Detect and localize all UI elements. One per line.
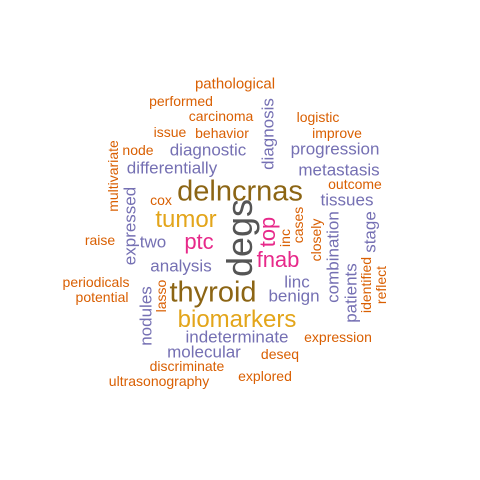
word-multivariate: multivariate (105, 140, 121, 212)
word-top: top (255, 216, 280, 248)
word-issue: issue (153, 124, 187, 140)
word-outcome: outcome (328, 176, 382, 192)
word-nodules: nodules (136, 286, 156, 346)
word-analysis: analysis (150, 256, 212, 276)
word-node: node (122, 142, 154, 158)
word-two: two (139, 232, 167, 252)
word-identified: identified (358, 256, 374, 314)
word-ptc: ptc (184, 229, 214, 254)
word-behavior: behavior (195, 125, 249, 141)
word-biomarkers: biomarkers (177, 306, 297, 333)
word-logistic: logistic (296, 109, 340, 125)
word-delncrnas: delncrnas (177, 175, 303, 208)
word-inc: inc (277, 229, 293, 247)
word-diagnosis: diagnosis (258, 98, 278, 170)
word-lasso: lasso (153, 279, 169, 313)
word-benign: benign (268, 286, 320, 306)
word-reflect: reflect (373, 265, 389, 305)
word-molecular: molecular (167, 342, 241, 362)
word-discriminate: discriminate (149, 358, 225, 374)
word-closely: closely (308, 218, 324, 262)
word-fnab: fnab (256, 247, 300, 272)
word-stage: stage (360, 211, 380, 253)
word-potential: potential (75, 289, 129, 305)
word-tissues: tissues (320, 190, 374, 210)
word-cox: cox (150, 192, 172, 208)
word-expression: expression (304, 329, 372, 345)
word-linc: linc (284, 272, 310, 292)
word-expressed: expressed (120, 186, 140, 266)
word-thyroid: thyroid (169, 276, 257, 309)
word-deseq: deseq (260, 346, 300, 362)
word-differentially: differentially (126, 158, 218, 178)
word-progression: progression (290, 139, 380, 159)
word-cases: cases (290, 206, 306, 244)
word-degs: degs (219, 198, 260, 278)
word-patients: patients (341, 263, 361, 323)
word-combination: combination (323, 211, 343, 303)
word-performed: performed (149, 93, 213, 109)
word-pathological: pathological (194, 75, 276, 93)
word-metastasis: metastasis (298, 160, 380, 180)
word-tumor: tumor (155, 206, 217, 233)
word-diagnostic: diagnostic (169, 140, 247, 160)
word-improve: improve (312, 125, 362, 141)
word-explored: explored (238, 368, 292, 384)
word-indeterminate: indeterminate (185, 327, 289, 347)
word-ultrasonography: ultrasonography (108, 373, 210, 389)
word-periodicals: periodicals (62, 274, 130, 290)
word-raise: raise (84, 232, 116, 248)
word-carcinoma: carcinoma (188, 108, 254, 124)
